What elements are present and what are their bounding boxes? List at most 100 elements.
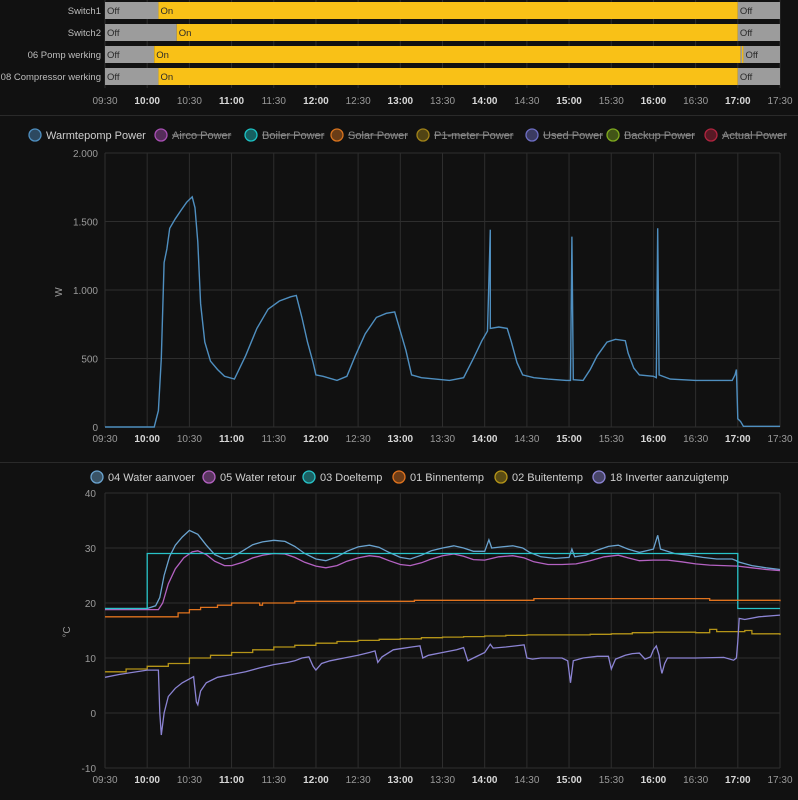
- x-tick-label: 16:00: [641, 434, 667, 445]
- legend-swatch[interactable]: [606, 128, 620, 142]
- series-line-02-buitentemp[interactable]: [105, 628, 781, 673]
- x-tick-label: 11:30: [262, 775, 287, 786]
- legend-swatch[interactable]: [704, 128, 718, 142]
- x-tick-label: 17:30: [767, 434, 792, 445]
- timeline-segment-label: Off: [107, 6, 120, 17]
- timeline-segment-label: Off: [740, 6, 753, 17]
- timeline-segment-off[interactable]: [743, 46, 780, 63]
- x-tick-label: 15:00: [556, 96, 582, 107]
- x-tick-label: 17:30: [767, 96, 792, 107]
- legend-swatch[interactable]: [525, 128, 539, 142]
- x-tick-label: 16:00: [641, 96, 667, 107]
- legend-swatch[interactable]: [244, 128, 258, 142]
- series-line-03-doeltemp[interactable]: [105, 552, 780, 610]
- timeline-segment-on[interactable]: [158, 68, 738, 85]
- series-line-18-inverter-aanzuigtemp[interactable]: [104, 614, 781, 736]
- legend-swatch[interactable]: [202, 470, 216, 484]
- series-line-01-binnentemp[interactable]: [105, 597, 781, 618]
- legend-swatch[interactable]: [592, 470, 606, 484]
- legend-item-05-water-retour[interactable]: 05 Water retour: [220, 472, 296, 484]
- legend-item-03-doeltemp[interactable]: 03 Doeltemp: [320, 472, 382, 484]
- timeline-segment-off[interactable]: [105, 46, 155, 63]
- y-tick-label: 0: [92, 423, 98, 434]
- x-tick-label: 12:00: [303, 775, 329, 786]
- x-tick-label: 15:30: [599, 434, 624, 445]
- x-tick-label: 09:30: [92, 434, 117, 445]
- state-timeline-chart: Switch1 Off On Off Switch2 Off On Off 06 Pomp we…: [1, 0, 793, 107]
- x-tick-label: 14:00: [472, 434, 498, 445]
- y-tick-label: 0: [90, 709, 96, 720]
- timeline-segment-off[interactable]: [740, 46, 743, 63]
- x-tick-label: 12:00: [303, 434, 329, 445]
- legend-item-airco-power[interactable]: Airco Power: [172, 130, 232, 142]
- timeline-row-label: Switch1: [68, 6, 101, 17]
- timeline-segment-on[interactable]: [176, 24, 738, 41]
- timeline-segment-off[interactable]: [737, 24, 780, 41]
- legend-swatch[interactable]: [154, 128, 168, 142]
- timeline-row-label: Switch2: [68, 28, 101, 39]
- timeline-segment-off[interactable]: [105, 24, 177, 41]
- timeline-segment-off[interactable]: [737, 2, 780, 19]
- legend-swatch[interactable]: [302, 470, 316, 484]
- legend-item-04-water-aanvoer[interactable]: 04 Water aanvoer: [108, 472, 195, 484]
- legend-item-backup-power[interactable]: Backup Power: [624, 130, 695, 142]
- timeline-segment-label: Off: [107, 50, 120, 61]
- panel-separator: [0, 462, 798, 463]
- timeline-segment-label: On: [160, 72, 173, 83]
- y-tick-label: 30: [85, 544, 97, 555]
- legend-item-01-binnentemp[interactable]: 01 Binnentemp: [410, 472, 484, 484]
- legend-item-18-inverter-aanzuigtemp[interactable]: 18 Inverter aanzuigtemp: [610, 472, 729, 484]
- timeline-segment-label: Off: [740, 28, 753, 39]
- timeline-segment-off[interactable]: [105, 68, 159, 85]
- panel-separator: [0, 115, 798, 116]
- timeline-segment-label: Off: [107, 72, 120, 83]
- y-tick-label: 40: [85, 489, 97, 500]
- timeline-segment-label: On: [160, 6, 173, 17]
- x-tick-label: 10:30: [177, 775, 202, 786]
- timeline-row-label: 06 Pomp werking: [28, 50, 101, 61]
- x-tick-label: 13:30: [430, 775, 455, 786]
- x-tick-label: 13:30: [430, 96, 455, 107]
- x-tick-label: 15:30: [599, 775, 624, 786]
- timeline-segment-on[interactable]: [742, 46, 744, 63]
- legend-item-actual-power[interactable]: Actual Power: [722, 130, 787, 142]
- x-tick-label: 10:00: [134, 434, 160, 445]
- y-tick-label: 2.000: [73, 149, 98, 160]
- x-tick-label: 09:30: [92, 775, 117, 786]
- timeline-segment-off[interactable]: [737, 68, 780, 85]
- legend-item-used-power[interactable]: Used Power: [543, 130, 603, 142]
- x-tick-label: 13:30: [430, 434, 455, 445]
- x-tick-label: 11:00: [219, 96, 244, 107]
- y-tick-label: 10: [85, 654, 97, 665]
- legend-swatch[interactable]: [90, 470, 104, 484]
- x-tick-label: 16:30: [683, 775, 708, 786]
- timeline-segment-on[interactable]: [158, 2, 738, 19]
- legend-item-boiler-power[interactable]: Boiler Power: [262, 130, 325, 142]
- timeline-segment-on[interactable]: [154, 46, 741, 63]
- series-line-05-water-retour[interactable]: [105, 550, 781, 611]
- legend-swatch[interactable]: [416, 128, 430, 142]
- temperature-chart: 04 Water aanvoer 05 Water retour 03 Doelte…: [62, 470, 793, 786]
- x-tick-label: 14:00: [472, 96, 498, 107]
- y-tick-label: -10: [82, 764, 97, 775]
- timeline-row-label: 08 Compressor werking: [1, 72, 101, 83]
- x-tick-label: 15:00: [556, 775, 582, 786]
- x-tick-label: 12:30: [346, 775, 371, 786]
- x-tick-label: 16:30: [683, 434, 708, 445]
- series-line-warmtepomp-power[interactable]: [105, 195, 780, 428]
- legend-swatch[interactable]: [330, 128, 344, 142]
- legend-swatch[interactable]: [28, 128, 42, 142]
- legend-item-solar-power[interactable]: Solar Power: [348, 130, 408, 142]
- legend-item-warmtepomp-power[interactable]: Warmtepomp Power: [46, 130, 146, 142]
- x-tick-label: 13:00: [388, 96, 414, 107]
- timeline-segment-off[interactable]: [105, 2, 159, 19]
- x-tick-label: 11:00: [219, 434, 244, 445]
- legend-item-02-buitentemp[interactable]: 02 Buitentemp: [512, 472, 583, 484]
- legend-item-p1-meter-power[interactable]: P1-meter Power: [434, 130, 514, 142]
- x-tick-label: 16:30: [683, 96, 708, 107]
- x-tick-label: 12:00: [303, 96, 329, 107]
- y-tick-label: 1.500: [73, 218, 98, 229]
- legend-swatch[interactable]: [494, 470, 508, 484]
- series-line-04-water-aanvoer[interactable]: [105, 529, 781, 610]
- legend-swatch[interactable]: [392, 470, 406, 484]
